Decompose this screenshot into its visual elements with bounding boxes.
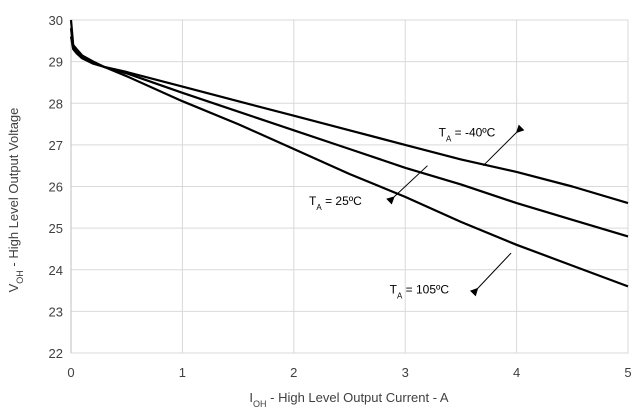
x-tick-labels: 0 1 2 3 4 5 [67, 365, 631, 380]
grid-layer [70, 19, 629, 354]
annotation-label-rest: = -40ºC [451, 125, 495, 139]
x-axis-title-main: I [249, 390, 253, 405]
series-line-2 [69, 36, 629, 288]
annotation-label-main: T [390, 282, 398, 296]
y-tick-label: 29 [49, 55, 63, 70]
y-axis-title-main: V [6, 283, 21, 292]
y-tick-label: 27 [49, 138, 63, 153]
y-axis-title: VOH - High Level Output Voltage [6, 108, 25, 293]
annotation-label-sub: A [397, 291, 403, 300]
y-tick-label: 30 [49, 13, 63, 28]
y-axis-title-rest: - High Level Output Voltage [6, 108, 21, 271]
y-tick-labels: 22 23 24 25 26 27 28 29 30 [49, 13, 63, 361]
y-tick-label: 25 [49, 221, 63, 236]
y-tick-label: 24 [49, 263, 63, 278]
series-line-0 [69, 19, 629, 205]
y-tick-label: 26 [49, 180, 63, 195]
series-layer [69, 19, 629, 288]
annotation-label-main: T [439, 125, 447, 139]
annotation-label-rest: = 105ºC [402, 282, 449, 296]
y-tick-label: 28 [49, 96, 63, 111]
x-tick-label: 4 [513, 365, 520, 380]
annotation-label-main: T [309, 194, 317, 208]
annotation-label-0: TA = -40ºC [439, 125, 496, 143]
annotation-label-sub: A [316, 202, 322, 211]
annotation-arrow-0 [482, 124, 525, 167]
x-tick-label: 3 [402, 365, 409, 380]
annotation-arrow-1 [386, 165, 428, 205]
y-tick-label: 22 [49, 346, 63, 361]
y-tick-label: 23 [49, 304, 63, 319]
x-tick-label: 1 [179, 365, 186, 380]
annotation-label-1: TA = 25ºC [309, 194, 362, 212]
x-axis-title: IOH - High Level Output Current - A [249, 390, 449, 409]
x-tick-label: 5 [624, 365, 631, 380]
x-axis-title-sub: OH [253, 399, 267, 409]
annotation-label-rest: = 25ºC [322, 194, 362, 208]
annotation-label-2: TA = 105ºC [390, 282, 450, 300]
y-axis-title-sub: OH [15, 270, 25, 284]
x-axis-title-rest: - High Level Output Current - A [267, 390, 449, 405]
annotation-label-sub: A [446, 134, 452, 143]
x-tick-label: 2 [290, 365, 297, 380]
annotation-arrow-2 [469, 252, 512, 297]
x-tick-label: 0 [67, 365, 74, 380]
